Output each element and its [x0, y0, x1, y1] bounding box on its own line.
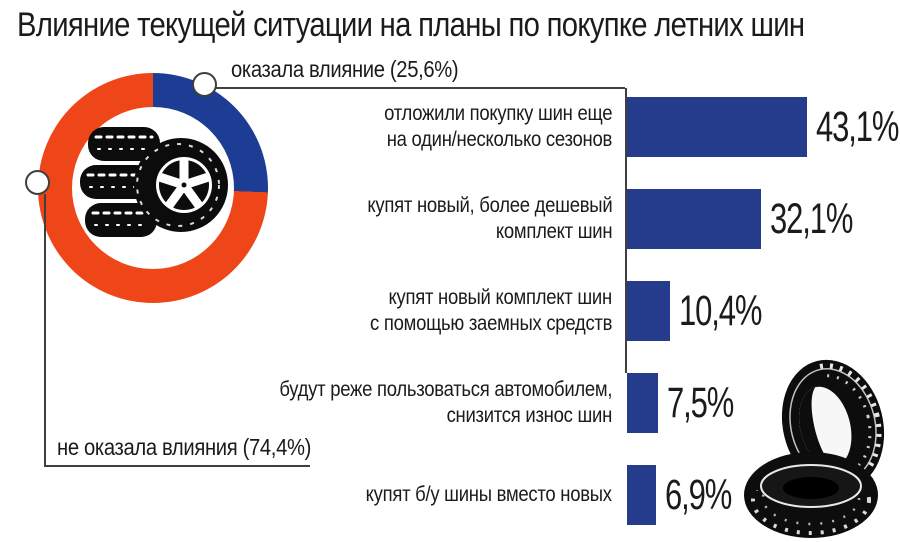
bar-row: 43,1% [627, 97, 900, 157]
bar-value-label: 32,1% [770, 194, 853, 243]
two-tires-icon [744, 359, 885, 538]
donut-label-not-influenced: не оказала влияния (74,4%) [57, 434, 312, 460]
bar-label-line: снизится износ шин [446, 404, 613, 427]
bar [627, 373, 658, 433]
bar-label-line: будут реже пользоваться автомобилем, [279, 378, 612, 401]
bar-label-line: на один/несколько сезонов [386, 128, 613, 151]
bar-category-label: купят б/у шины вместо новых [250, 465, 612, 525]
stacked-tires-icon [80, 127, 228, 237]
bar [627, 189, 761, 249]
bar-label-line: комплект шин [495, 220, 613, 243]
callout-line-top [216, 87, 625, 89]
bar-row: 6,9% [627, 465, 757, 525]
callout-line-bottom-vertical [44, 194, 46, 467]
bar-label-line: купят б/у шины вместо новых [365, 483, 612, 506]
bar [627, 465, 656, 525]
bar-row: 7,5% [627, 373, 759, 433]
donut-marker-not-influenced [25, 170, 50, 195]
bar-category-label: отложили покупку шин еще на один/несколь… [250, 97, 612, 157]
bar [627, 97, 807, 157]
bar-value-label: 6,9% [665, 470, 732, 519]
bar-row: 10,4% [627, 281, 793, 341]
page-title: Влияние текущей ситуации на планы по пок… [17, 6, 805, 44]
bar-value-label: 7,5% [667, 378, 734, 427]
bar-category-label: купят новый комплект шин с помощью заемн… [250, 281, 612, 341]
bar-label-line: с помощью заемных средств [369, 312, 612, 335]
bar-value-label: 10,4% [679, 286, 762, 335]
bar-label-line: отложили покупку шин еще [383, 102, 612, 125]
bar-category-label: купят новый, более дешевый комплект шин [250, 189, 612, 249]
bar-label-line: купят новый, более дешевый [367, 194, 612, 217]
bar-category-label: будут реже пользоваться автомобилем, сни… [250, 373, 612, 433]
bar-label-line: купят новый комплект шин [388, 286, 613, 309]
bar [627, 281, 670, 341]
bar-axis-line [625, 88, 627, 373]
donut-marker-influenced [192, 72, 217, 97]
bar-row: 32,1% [627, 189, 884, 249]
bar-value-label: 43,1% [816, 102, 899, 151]
donut-chart [38, 73, 268, 303]
donut-label-influenced: оказала влияние (25,6%) [231, 56, 459, 82]
callout-line-bottom-horizontal [44, 465, 310, 467]
